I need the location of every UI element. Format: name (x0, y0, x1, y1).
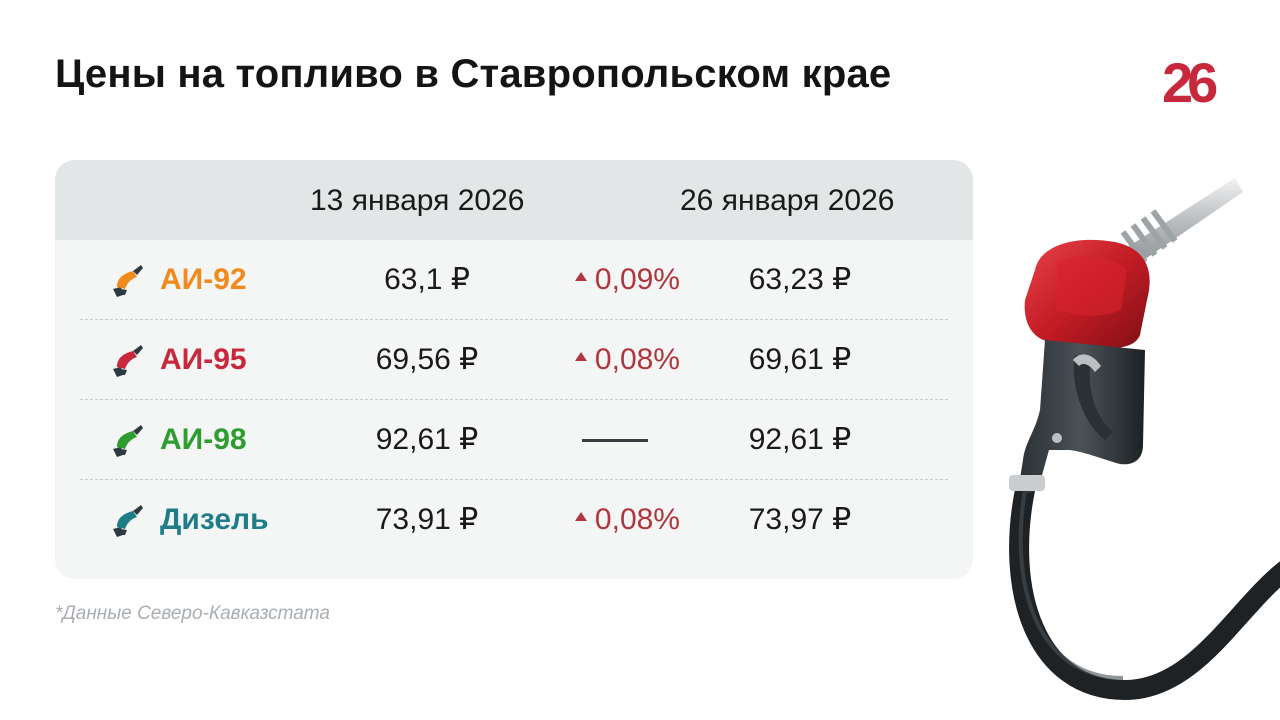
up-arrow-icon (574, 352, 587, 361)
price-date-2: 92,61 ₽ (748, 423, 852, 456)
change-value: 0,09% (594, 263, 680, 296)
column-header-date-1: 13 января 2026 (310, 184, 525, 217)
row-divider (80, 479, 948, 480)
table-row: АИ-95 69,56 ₽ 0,08% 69,61 ₽ (55, 320, 973, 400)
fuel-pump-nozzle-icon (113, 345, 143, 377)
column-header-date-2: 26 января 2026 (680, 184, 895, 217)
price-date-2: 73,97 ₽ (748, 503, 852, 536)
fuel-label: Дизель (160, 503, 269, 536)
fuel-pump-nozzle-icon (113, 265, 143, 297)
price-date-1: 92,61 ₽ (375, 423, 479, 456)
no-change-dash (582, 439, 648, 442)
price-date-2: 63,23 ₽ (748, 263, 852, 296)
fuel-label: АИ-98 (160, 423, 247, 456)
table-header: 13 января 2026 26 января 2026 (55, 160, 973, 240)
row-divider (80, 319, 948, 320)
row-divider (80, 399, 948, 400)
price-date-1: 73,91 ₽ (375, 503, 479, 536)
up-arrow-icon (574, 272, 587, 281)
source-footnote: *Данные Северо-Кавказстата (55, 603, 330, 624)
price-table: 13 января 2026 26 января 2026 АИ-92 63,1… (55, 160, 973, 579)
price-date-1: 69,56 ₽ (375, 343, 479, 376)
table-row: АИ-98 92,61 ₽ 92,61 ₽ (55, 400, 973, 480)
change-value: 0,08% (594, 343, 680, 376)
page-title: Цены на топливо в Ставропольском крае (55, 52, 892, 96)
up-arrow-icon (574, 512, 587, 521)
fuel-label: АИ-92 (160, 263, 247, 296)
price-date-1: 63,1 ₽ (384, 263, 470, 296)
fuel-pump-nozzle-icon (113, 505, 143, 537)
table-row: АИ-92 63,1 ₽ 0,09% 63,23 ₽ (55, 240, 973, 320)
price-change: 0,08% (550, 499, 680, 541)
table-row: Дизель 73,91 ₽ 0,08% 73,97 ₽ (55, 480, 973, 560)
fuel-pump-nozzle-icon (113, 425, 143, 457)
fuel-label: АИ-95 (160, 343, 247, 376)
logo-text: 26 (1162, 51, 1217, 112)
price-change: 0,08% (550, 339, 680, 381)
logo-26: 26 (1162, 51, 1223, 112)
price-change: 0,09% (550, 259, 680, 301)
fuel-nozzle-illustration (1009, 178, 1280, 701)
price-date-2: 69,61 ₽ (748, 343, 852, 376)
change-value: 0,08% (594, 503, 680, 536)
